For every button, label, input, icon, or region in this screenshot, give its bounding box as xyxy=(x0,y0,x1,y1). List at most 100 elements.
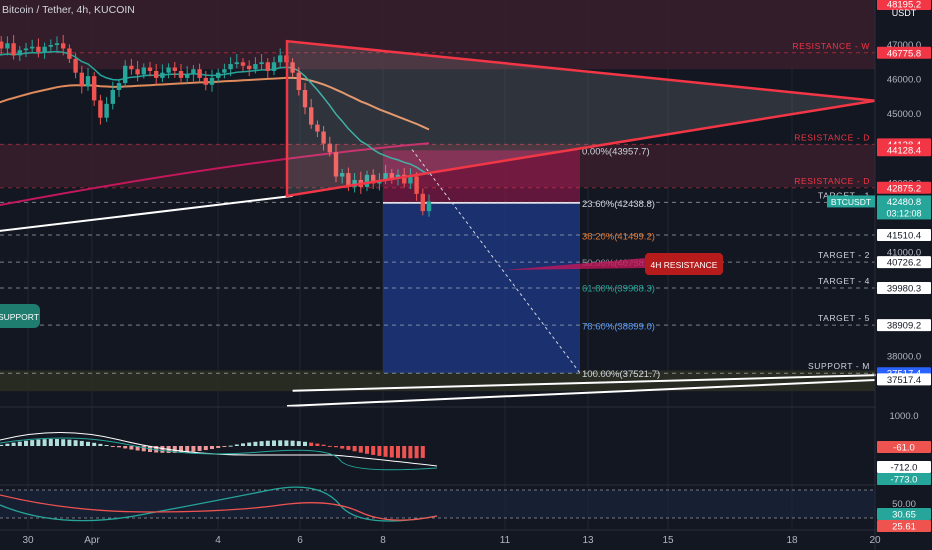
macd-bar xyxy=(377,446,382,456)
macd-bar xyxy=(321,444,326,446)
price-badge-bg xyxy=(877,373,931,386)
macd-bar xyxy=(172,446,177,453)
macd-bar xyxy=(55,439,59,446)
candle-body xyxy=(271,62,277,71)
rsi-badge-bg xyxy=(877,520,931,532)
macd-bar xyxy=(334,446,338,448)
candle-body xyxy=(191,69,196,75)
candle-body xyxy=(178,70,184,78)
price-tick-label: 46000.0 xyxy=(887,75,921,86)
candle-body xyxy=(364,174,370,187)
macd-bar xyxy=(414,446,419,459)
level-label: TARGET - 5 xyxy=(818,313,870,323)
fib-label: 23.60%(42438.8) xyxy=(582,199,655,210)
trendline xyxy=(0,194,293,232)
candle-body xyxy=(247,65,252,70)
macd-bar xyxy=(284,440,289,446)
candle-body xyxy=(73,58,78,73)
trendline xyxy=(292,372,926,392)
time-axis-label: 18 xyxy=(786,535,798,546)
macd-bar xyxy=(48,439,53,446)
fib-label: 38.20%(41499.2) xyxy=(582,231,655,242)
candle-body xyxy=(383,173,388,180)
macd-bar xyxy=(340,446,345,449)
macd-bar xyxy=(42,439,47,446)
rsi-line xyxy=(0,486,438,522)
macd-bar xyxy=(296,441,301,446)
level-label: TARGET - 1 xyxy=(818,190,870,200)
price-tick-label: 38000.0 xyxy=(887,352,921,363)
symmetrical-triangle xyxy=(285,39,876,198)
candle-body xyxy=(197,69,202,78)
macd-bar xyxy=(383,446,388,457)
macd-bar xyxy=(79,440,84,446)
level-label: TARGET - 2 xyxy=(818,250,870,260)
time-axis-label: Apr xyxy=(84,535,100,546)
price-badge: 41510.4 xyxy=(887,231,921,242)
time-axis-label: 15 xyxy=(662,535,674,546)
macd-bar xyxy=(30,440,35,446)
candle-body xyxy=(42,46,47,52)
candle-body xyxy=(61,43,66,49)
symbol-badge: BTCUSDT xyxy=(831,197,871,207)
candle-body xyxy=(23,48,29,51)
candle-body xyxy=(346,173,351,187)
macd-bar xyxy=(73,440,78,446)
candle-body xyxy=(209,77,215,85)
level-label: SUPPORT - M xyxy=(808,361,870,371)
candle-body xyxy=(340,173,345,177)
candle-body xyxy=(141,67,146,75)
countdown-label: 03:12:08 xyxy=(886,208,921,218)
macd-bar xyxy=(228,445,233,447)
projection-line xyxy=(411,149,581,374)
rsi-badge: 30.65 xyxy=(892,510,916,521)
macd-bar xyxy=(86,441,90,446)
candle-body xyxy=(5,43,10,49)
time-axis-label: 11 xyxy=(500,535,511,546)
rsi-tick-label: 50.00 xyxy=(892,499,916,510)
macd-bar xyxy=(396,446,400,458)
candle-body xyxy=(67,48,72,59)
macd-line xyxy=(0,432,438,467)
macd-bar xyxy=(67,439,72,446)
candle-body xyxy=(203,77,208,85)
time-axis-label: 20 xyxy=(869,535,881,546)
macd-bar xyxy=(11,442,16,446)
macd-bar xyxy=(61,439,66,446)
support-tag xyxy=(0,304,40,328)
symbol-badge-bg xyxy=(827,195,875,208)
macd-bar xyxy=(5,443,10,446)
macd-bar xyxy=(290,440,295,446)
macd-bar xyxy=(0,444,4,446)
resistance-zone-weekly xyxy=(0,0,875,70)
time-axis-label: 8 xyxy=(380,535,386,546)
price-badge: 37517.4 xyxy=(887,375,921,386)
macd-bar xyxy=(272,440,276,446)
currency-label: USDT xyxy=(892,8,917,18)
macd-bar xyxy=(185,446,190,453)
macd-bar xyxy=(17,441,22,446)
resistance-4h-tag xyxy=(645,253,723,275)
candle-body xyxy=(296,72,301,90)
price-tick-label: 41000.0 xyxy=(887,248,921,259)
price-badge: 38909.2 xyxy=(887,321,921,332)
candle-body xyxy=(185,74,190,78)
macd-badge: -712.0 xyxy=(891,463,918,474)
macd-bar xyxy=(352,446,357,452)
candle-body xyxy=(290,62,295,73)
candle-body xyxy=(135,69,140,75)
candle-body xyxy=(172,67,177,71)
macd-bar xyxy=(110,446,115,447)
candle-body xyxy=(389,173,394,179)
candle-body xyxy=(302,90,308,108)
candle-body xyxy=(371,174,376,184)
macd-bar xyxy=(141,446,146,452)
price-badge-bg xyxy=(877,46,931,59)
macd-bar xyxy=(259,441,264,446)
candle-body xyxy=(414,176,419,194)
candle-body xyxy=(309,107,314,125)
level-label: TARGET - 4 xyxy=(818,276,870,286)
time-axis-label: 13 xyxy=(582,535,594,546)
macd-bar xyxy=(160,446,165,453)
